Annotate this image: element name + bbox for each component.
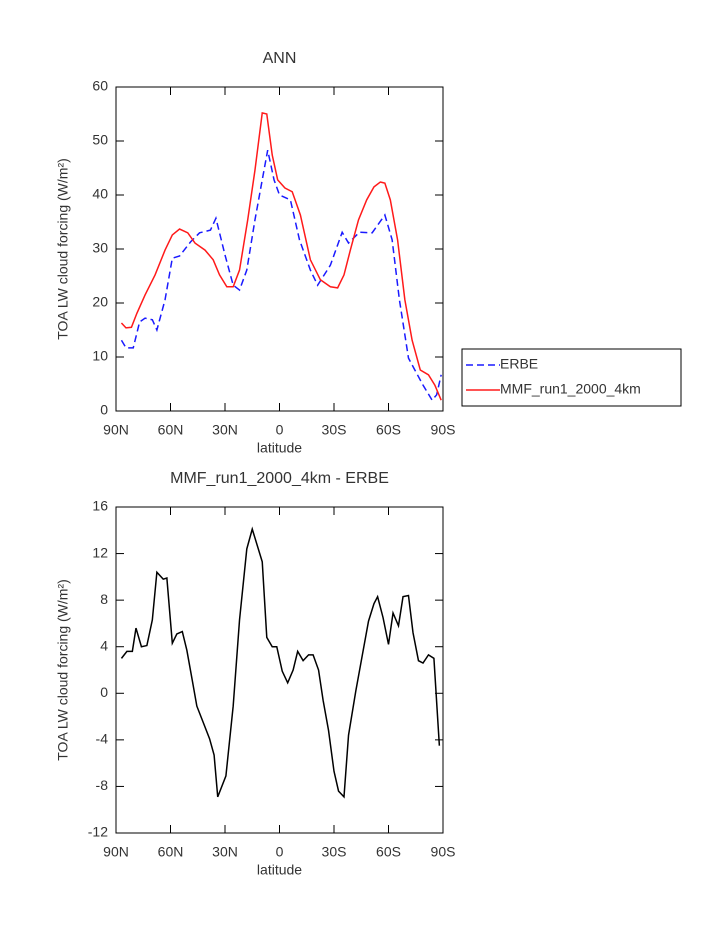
data-line	[120, 526, 441, 799]
y-tick-label: -8	[96, 777, 109, 793]
x-tick-label: 60S	[376, 422, 401, 438]
chart-title: MMF_run1_2000_4km - ERBE	[170, 470, 389, 487]
y-tick-label: -4	[96, 731, 109, 747]
data-line	[120, 150, 442, 402]
x-axis-label: latitude	[257, 862, 302, 878]
y-tick-label: 30	[92, 240, 108, 256]
data-line	[120, 111, 442, 401]
x-tick-label: 30S	[322, 422, 347, 438]
y-tick-label: 20	[92, 294, 108, 310]
legend-box	[461, 348, 682, 407]
y-tick-label: 10	[92, 348, 108, 364]
legend-label: MMF_run1_2000_4km	[500, 381, 641, 397]
y-tick-label: 8	[100, 591, 108, 607]
legend-label: ERBE	[500, 356, 538, 372]
y-tick-label: 40	[92, 186, 108, 202]
y-tick-label: 0	[100, 684, 108, 700]
y-axis-label: TOA LW cloud forcing (W/m²)	[55, 579, 71, 761]
x-tick-label: 90S	[431, 422, 456, 438]
x-tick-label: 0	[276, 422, 284, 438]
plot-frame	[115, 86, 444, 412]
x-tick-label: 90S	[431, 844, 456, 860]
x-tick-label: 60N	[158, 422, 184, 438]
x-tick-label: 90N	[103, 422, 129, 438]
y-tick-label: 50	[92, 132, 108, 148]
x-tick-label: 30N	[212, 844, 238, 860]
y-tick-label: -12	[88, 824, 108, 840]
y-tick-label: 16	[92, 498, 108, 514]
x-tick-label: 60N	[158, 844, 184, 860]
chart-title: ANN	[263, 50, 297, 67]
x-tick-label: 0	[276, 844, 284, 860]
y-tick-label: 4	[100, 637, 108, 653]
x-axis-label: latitude	[257, 440, 302, 456]
y-tick-label: 0	[100, 402, 108, 418]
x-tick-label: 60S	[376, 844, 401, 860]
y-axis-label: TOA LW cloud forcing (W/m²)	[55, 158, 71, 340]
x-tick-label: 30N	[212, 422, 238, 438]
plot-frame	[115, 506, 444, 834]
x-tick-label: 90N	[103, 844, 129, 860]
y-tick-label: 60	[92, 78, 108, 94]
y-tick-label: 12	[92, 544, 108, 560]
x-tick-label: 30S	[322, 844, 347, 860]
